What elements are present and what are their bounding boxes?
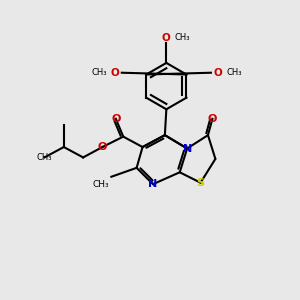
Text: O: O [208, 114, 217, 124]
Text: CH₃: CH₃ [93, 180, 109, 189]
Text: CH₃: CH₃ [175, 33, 190, 42]
Text: N: N [148, 179, 158, 189]
Text: O: O [111, 68, 119, 78]
Text: CH₃: CH₃ [91, 68, 106, 77]
Text: O: O [162, 33, 171, 43]
Text: CH₃: CH₃ [37, 153, 52, 162]
Text: O: O [111, 114, 121, 124]
Text: N: N [182, 143, 192, 154]
Text: S: S [196, 178, 205, 188]
Text: O: O [213, 68, 222, 78]
Text: CH₃: CH₃ [226, 68, 242, 77]
Text: O: O [98, 142, 107, 152]
